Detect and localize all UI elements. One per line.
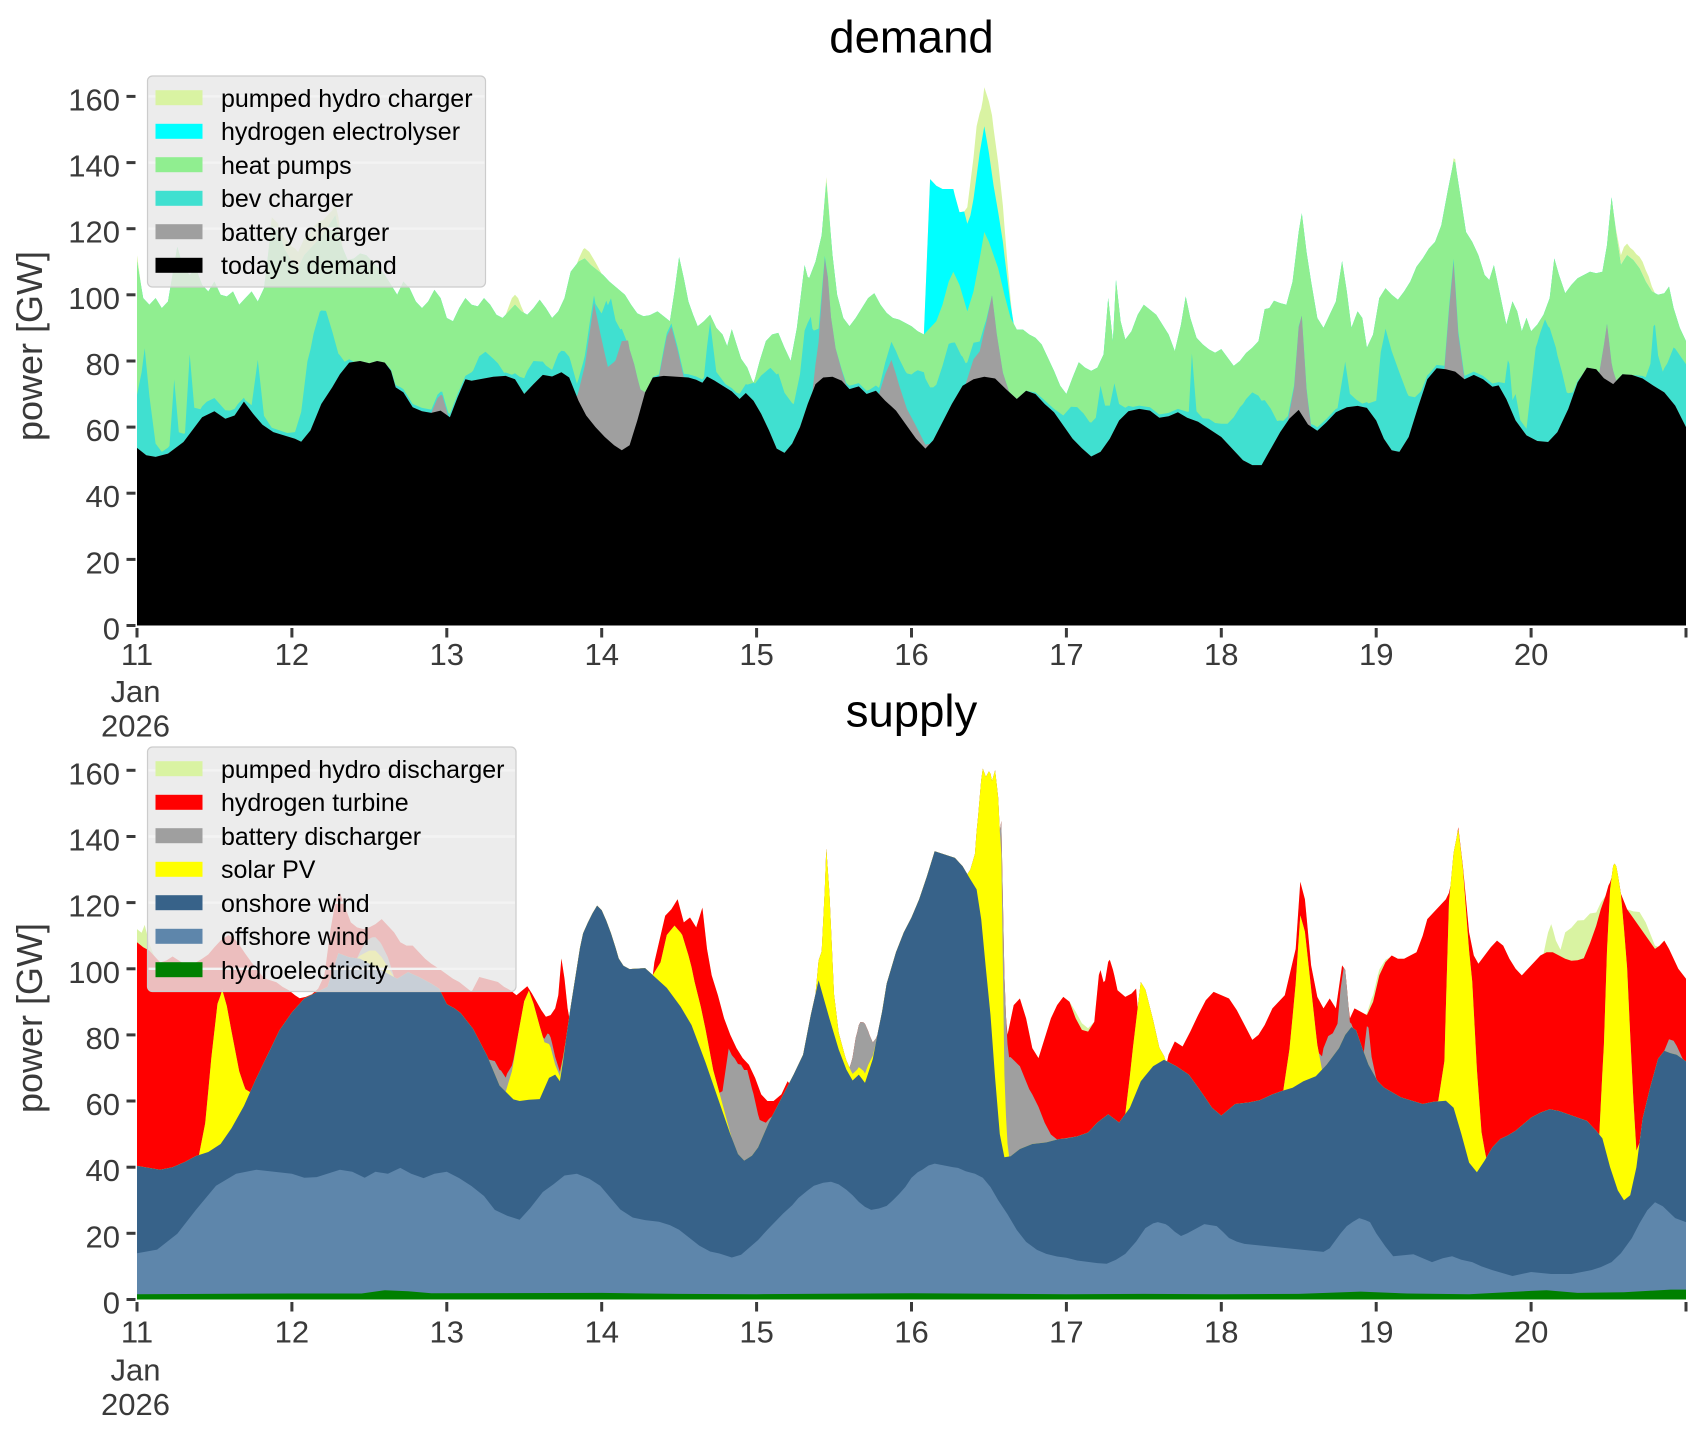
svg-text:11: 11 <box>121 637 153 672</box>
svg-text:11: 11 <box>121 1315 153 1350</box>
svg-text:14: 14 <box>584 1315 618 1350</box>
svg-text:today's demand: today's demand <box>221 252 397 280</box>
svg-text:18: 18 <box>1204 1315 1238 1350</box>
svg-text:120: 120 <box>68 889 120 924</box>
svg-text:100: 100 <box>68 281 120 316</box>
svg-text:15: 15 <box>739 1315 773 1350</box>
svg-text:power [GW]: power [GW] <box>9 923 50 1113</box>
svg-text:160: 160 <box>68 82 120 117</box>
svg-text:20: 20 <box>86 1219 120 1254</box>
svg-text:20: 20 <box>1514 637 1548 672</box>
svg-text:18: 18 <box>1204 637 1238 672</box>
svg-text:battery charger: battery charger <box>221 219 389 247</box>
svg-text:80: 80 <box>86 1021 120 1056</box>
svg-text:supply: supply <box>846 686 978 737</box>
svg-text:battery discharger: battery discharger <box>221 823 421 851</box>
svg-text:20: 20 <box>1514 1315 1548 1350</box>
svg-text:hydrogen electrolyser: hydrogen electrolyser <box>221 118 460 146</box>
svg-text:2026: 2026 <box>101 709 170 744</box>
svg-text:Jan: Jan <box>111 674 161 709</box>
svg-text:bev charger: bev charger <box>221 185 353 213</box>
svg-text:16: 16 <box>894 637 928 672</box>
svg-text:hydroelectricity: hydroelectricity <box>221 957 388 985</box>
svg-text:hydrogen turbine: hydrogen turbine <box>221 789 409 817</box>
svg-text:60: 60 <box>86 1087 120 1122</box>
svg-text:13: 13 <box>430 637 464 672</box>
svg-text:17: 17 <box>1049 1315 1083 1350</box>
svg-text:12: 12 <box>275 1315 309 1350</box>
svg-text:13: 13 <box>430 1315 464 1350</box>
svg-text:100: 100 <box>68 955 120 990</box>
svg-text:0: 0 <box>103 612 120 647</box>
svg-text:onshore wind: onshore wind <box>221 890 370 918</box>
svg-text:120: 120 <box>68 215 120 250</box>
svg-text:pumped hydro charger: pumped hydro charger <box>221 85 473 113</box>
svg-text:offshore wind: offshore wind <box>221 923 369 951</box>
svg-text:power [GW]: power [GW] <box>9 251 50 441</box>
svg-text:140: 140 <box>68 823 120 858</box>
svg-text:2026: 2026 <box>101 1387 170 1422</box>
svg-text:pumped hydro discharger: pumped hydro discharger <box>221 756 505 784</box>
svg-text:20: 20 <box>86 545 120 580</box>
svg-text:12: 12 <box>275 637 309 672</box>
svg-text:80: 80 <box>86 347 120 382</box>
svg-text:Jan: Jan <box>111 1353 161 1388</box>
svg-text:60: 60 <box>86 413 120 448</box>
svg-text:40: 40 <box>86 1153 120 1188</box>
svg-text:19: 19 <box>1359 1315 1393 1350</box>
svg-text:15: 15 <box>739 637 773 672</box>
svg-text:14: 14 <box>584 637 618 672</box>
svg-text:0: 0 <box>103 1286 120 1321</box>
svg-text:40: 40 <box>86 479 120 514</box>
svg-text:solar PV: solar PV <box>221 856 316 884</box>
svg-text:140: 140 <box>68 149 120 184</box>
svg-text:160: 160 <box>68 756 120 791</box>
svg-text:16: 16 <box>894 1315 928 1350</box>
svg-text:heat pumps: heat pumps <box>221 152 352 180</box>
svg-text:19: 19 <box>1359 637 1393 672</box>
svg-text:demand: demand <box>829 12 993 63</box>
svg-text:17: 17 <box>1049 637 1083 672</box>
